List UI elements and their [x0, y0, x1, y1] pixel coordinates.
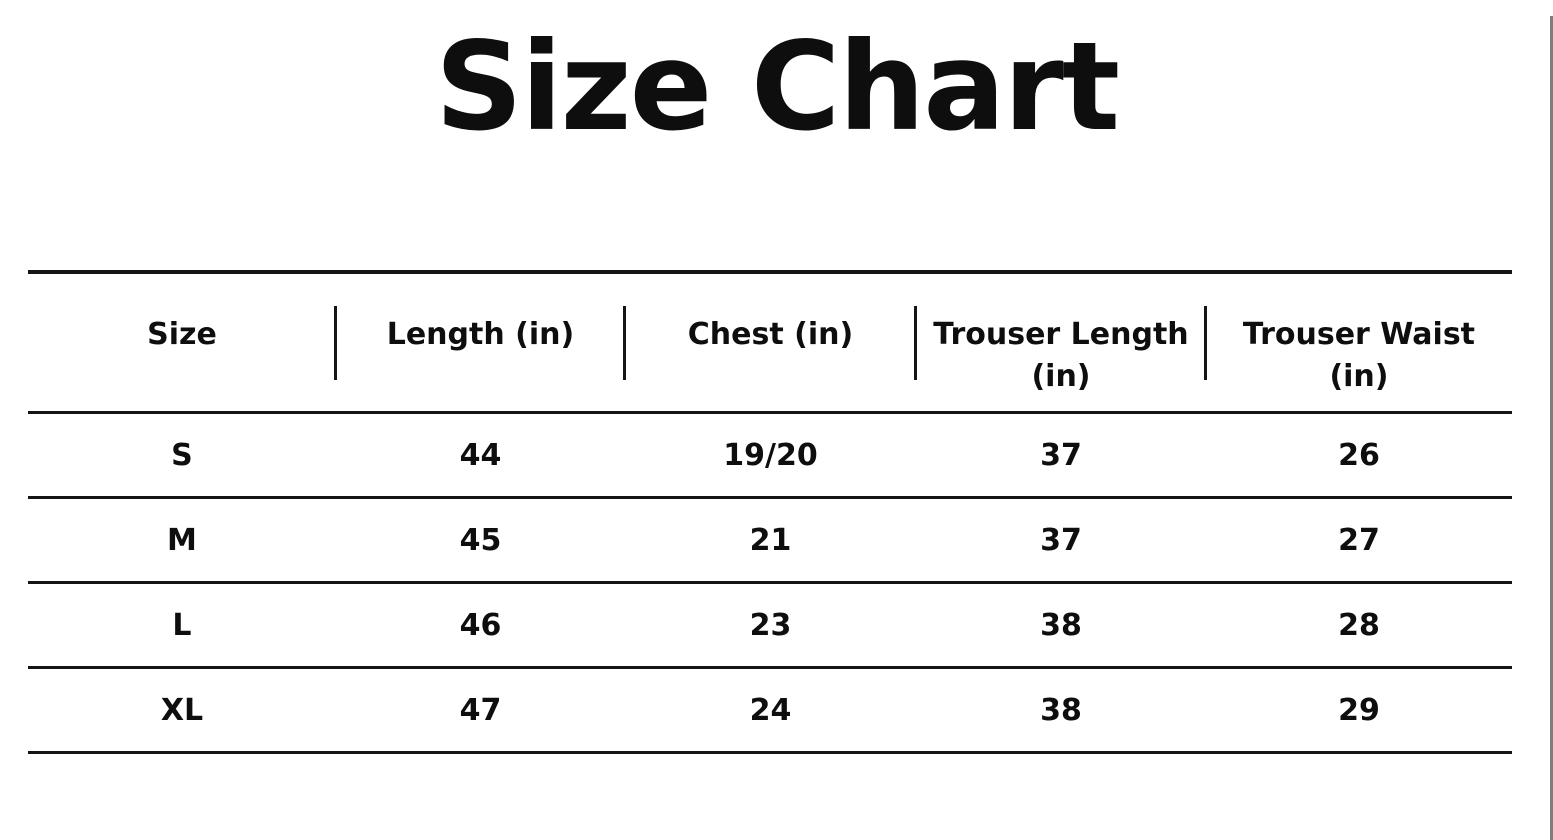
- table-row: S 44 19/20 37 26: [28, 414, 1512, 499]
- table-row: XL 47 24 38 29: [28, 669, 1512, 754]
- table-cell: M: [167, 522, 197, 558]
- header-label: Size: [147, 317, 217, 352]
- table-cell: 19/20: [723, 437, 818, 473]
- table-cell: XL: [160, 692, 204, 728]
- table-row: M 45 21 37 27: [28, 499, 1512, 584]
- header-cell-trouser-waist: Trouser Waist (in): [1206, 274, 1512, 411]
- table-cell: 46: [459, 607, 502, 643]
- header-label: Trouser Waist: [1242, 317, 1476, 352]
- table-cell: 23: [749, 607, 792, 643]
- table-cell: 27: [1338, 522, 1380, 558]
- size-chart-table: Size Length (in) Chest (in) Trouser Length (…: [28, 270, 1512, 754]
- table-cell: 38: [1040, 692, 1082, 728]
- header-label: Chest (in): [687, 317, 854, 352]
- table-cell: 45: [459, 522, 502, 558]
- column-divider: [914, 306, 918, 380]
- table-row: L 46 23 38 28: [28, 584, 1512, 669]
- header-cell-length: Length (in): [336, 274, 625, 411]
- screen-right-border: [1550, 16, 1553, 840]
- table-cell: 47: [459, 692, 502, 728]
- header-cell-chest: Chest (in): [625, 274, 916, 411]
- table-body: S 44 19/20 37 26 M 45 21 37 27 L 46 23 38 28 XL 47 24 38 29: [28, 414, 1512, 754]
- table-cell: 38: [1040, 607, 1082, 643]
- page-title: Size Chart: [434, 16, 1120, 158]
- size-chart-page: { "title": "Size Chart", "colors": { "te…: [0, 16, 1553, 840]
- header-label: Trouser Length: [933, 317, 1189, 352]
- header-label: Length (in): [386, 317, 575, 352]
- column-divider: [1203, 306, 1207, 380]
- header-label: (in): [1031, 359, 1091, 394]
- table-cell: S: [171, 437, 193, 473]
- table-header-row: Size Length (in) Chest (in) Trouser Length (…: [28, 274, 1512, 414]
- table-cell: 29: [1338, 692, 1380, 728]
- header-cell-trouser-length: Trouser Length (in): [916, 274, 1206, 411]
- table-cell: L: [172, 607, 192, 643]
- table-cell: 28: [1338, 607, 1380, 643]
- header-label: (in): [1329, 359, 1389, 394]
- table-cell: 26: [1338, 437, 1380, 473]
- column-divider: [623, 306, 626, 380]
- table-cell: 21: [749, 522, 792, 558]
- table-cell: 37: [1040, 437, 1082, 473]
- header-cell-size: Size: [28, 274, 336, 411]
- table-cell: 44: [459, 437, 502, 473]
- table-cell: 37: [1040, 522, 1082, 558]
- table-cell: 24: [749, 692, 792, 728]
- column-divider: [333, 306, 337, 380]
